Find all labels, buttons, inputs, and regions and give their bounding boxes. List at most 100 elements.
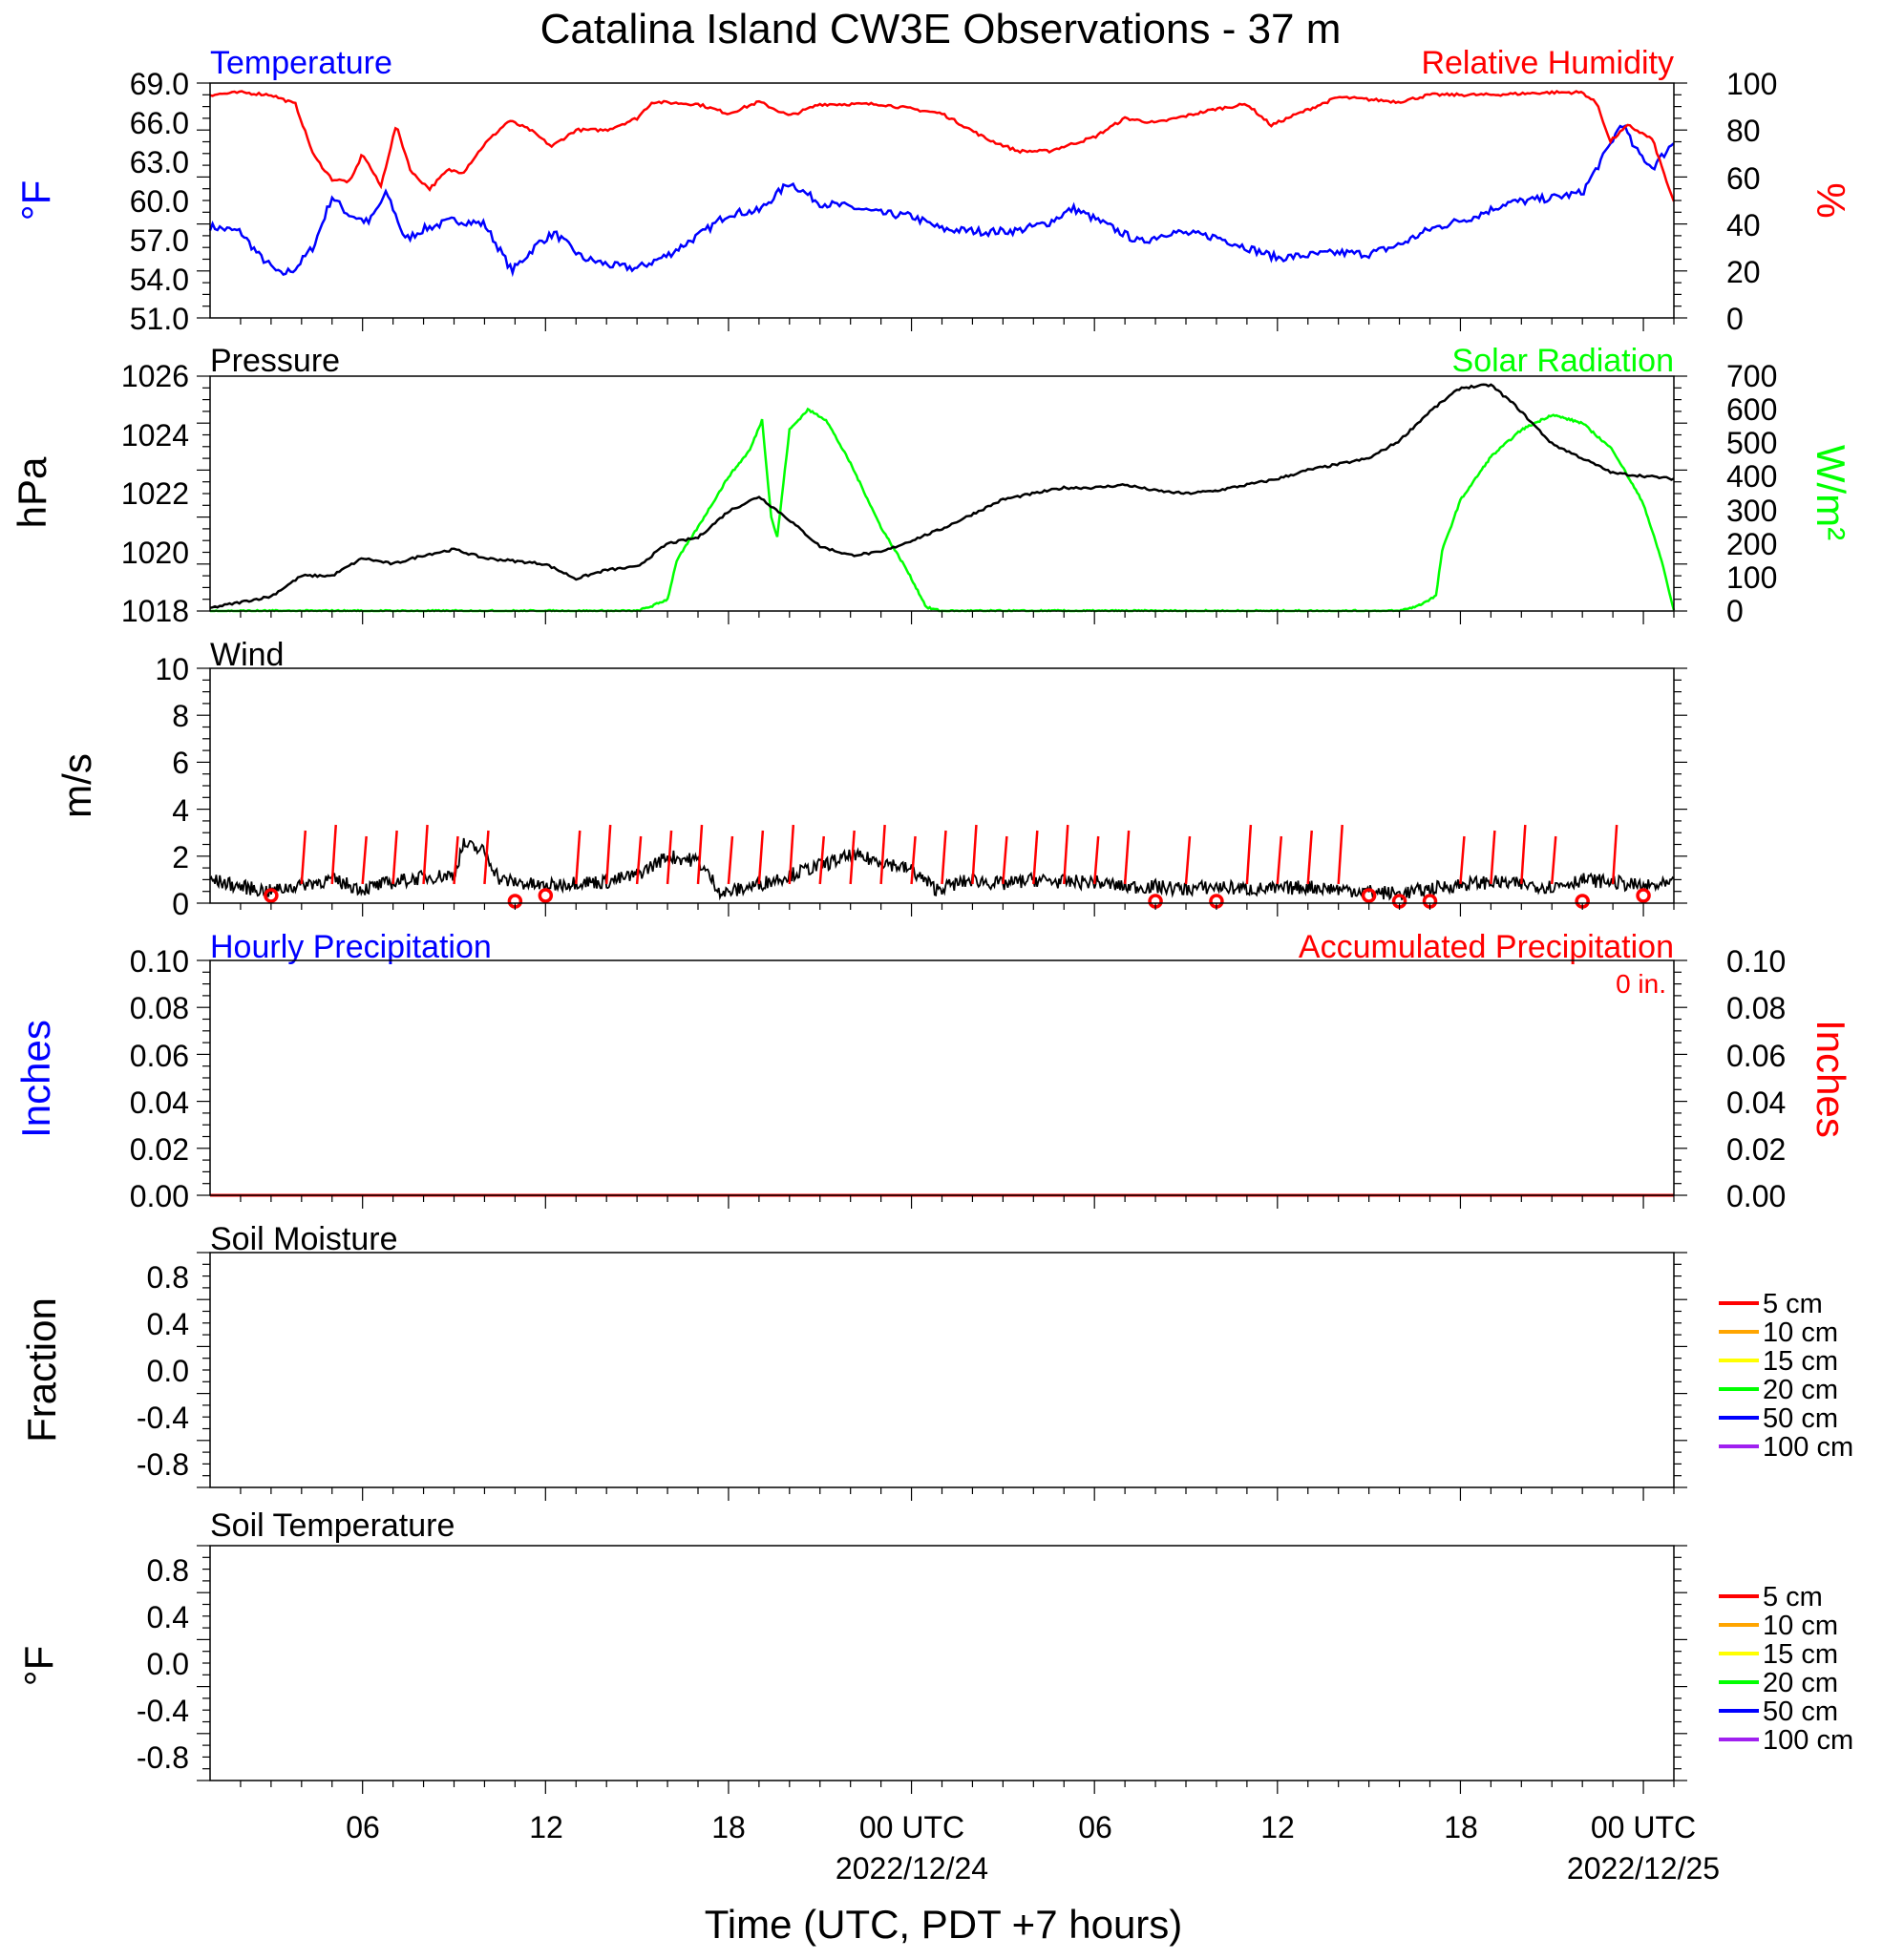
soil-moisture-title: Soil Moisture bbox=[210, 1221, 398, 1257]
ytick-pres-0: 1018 bbox=[121, 594, 189, 628]
ytick-precip-1: 0.02 bbox=[130, 1132, 189, 1167]
ytick-temp-2: 57.0 bbox=[130, 223, 189, 258]
wind-barb bbox=[1337, 824, 1343, 885]
humidity-title: Relative Humidity bbox=[1421, 45, 1674, 81]
ytick-pres-4: 1026 bbox=[121, 359, 189, 393]
solar-unit: W/m² bbox=[1809, 445, 1853, 540]
wind-barb bbox=[818, 835, 825, 885]
legend-label: 5 cm bbox=[1763, 1582, 1823, 1612]
ytick-solar-3: 300 bbox=[1726, 494, 1777, 528]
ytick-accum-3: 0.06 bbox=[1726, 1039, 1786, 1073]
wind-barb bbox=[1002, 835, 1008, 885]
ytick-st-4: 0.8 bbox=[147, 1553, 189, 1588]
legend-label: 50 cm bbox=[1763, 1697, 1838, 1727]
wind-barb bbox=[330, 824, 337, 885]
wind-barb bbox=[1490, 830, 1496, 885]
wind-barbs bbox=[264, 824, 1651, 909]
soil-moisture-legend: 5 cm 10 cm 15 cm 20 cm 50 cm 100 cm bbox=[1719, 1289, 1853, 1463]
temperature-unit: °F bbox=[13, 180, 58, 221]
ytick-solar-7: 700 bbox=[1726, 359, 1777, 393]
ytick-precip-0: 0.00 bbox=[130, 1179, 189, 1213]
wind-barb bbox=[1520, 824, 1527, 885]
pressure-line bbox=[209, 383, 1675, 609]
wind-barb bbox=[1063, 824, 1069, 885]
panel-frame bbox=[209, 1252, 1675, 1488]
ytick-accum-1: 0.02 bbox=[1726, 1132, 1786, 1167]
hourly-precip-title: Hourly Precipitation bbox=[210, 929, 492, 965]
xtick-label: 00 UTC bbox=[859, 1810, 964, 1844]
wind-barb bbox=[849, 830, 856, 885]
ytick-sm-0: -0.8 bbox=[137, 1447, 189, 1482]
wind-barb bbox=[1459, 835, 1466, 885]
ytick-precip-5: 0.10 bbox=[130, 944, 189, 979]
solar-title: Solar Radiation bbox=[1452, 343, 1674, 379]
ytick-temp-1: 54.0 bbox=[130, 263, 189, 297]
wind-barb bbox=[1245, 824, 1253, 885]
soil-moisture-unit: Fraction bbox=[19, 1297, 64, 1443]
temperature-title: Temperature bbox=[210, 45, 392, 81]
ytick-wind-4: 8 bbox=[172, 699, 189, 733]
temperature-line bbox=[208, 124, 1675, 278]
legend-label: 50 cm bbox=[1763, 1403, 1838, 1434]
legend-label: 20 cm bbox=[1763, 1668, 1838, 1698]
ytick-accum-2: 0.04 bbox=[1726, 1085, 1786, 1120]
ytick-rh-4: 80 bbox=[1726, 114, 1761, 148]
wind-barb bbox=[1306, 830, 1313, 885]
panel-soil-temperature: Soil Temperature °F -0.8 -0.4 0.0 0.4 0.… bbox=[16, 1507, 1853, 1781]
ytick-temp-4: 63.0 bbox=[130, 145, 189, 179]
accum-precip-value: 0 in. bbox=[1616, 969, 1666, 999]
ytick-temp-3: 60.0 bbox=[130, 184, 189, 219]
xtick-label: 06 bbox=[346, 1810, 380, 1844]
wind-barb bbox=[727, 835, 734, 885]
wind-barb bbox=[1032, 830, 1039, 885]
ytick-wind-2: 4 bbox=[172, 793, 189, 828]
ytick-solar-0: 0 bbox=[1726, 594, 1744, 628]
wind-barb bbox=[391, 830, 398, 885]
legend-label: 15 cm bbox=[1763, 1346, 1838, 1377]
soil-temp-title: Soil Temperature bbox=[210, 1507, 455, 1544]
ytick-pres-1: 1020 bbox=[121, 536, 189, 570]
wind-barb bbox=[879, 824, 886, 885]
ytick-precip-2: 0.04 bbox=[130, 1085, 189, 1120]
soil-temp-legend: 5 cm 10 cm 15 cm 20 cm 50 cm 100 cm bbox=[1719, 1582, 1853, 1756]
ytick-accum-0: 0.00 bbox=[1726, 1179, 1786, 1213]
legend-label: 100 cm bbox=[1763, 1432, 1853, 1463]
wind-barb bbox=[757, 830, 765, 885]
ytick-pres-3: 1024 bbox=[121, 418, 189, 453]
ytick-rh-2: 40 bbox=[1726, 208, 1761, 242]
ytick-sm-1: -0.4 bbox=[137, 1401, 189, 1435]
ytick-st-2: 0.0 bbox=[147, 1647, 189, 1681]
ytick-precip-3: 0.06 bbox=[130, 1039, 189, 1073]
wind-barb bbox=[788, 824, 795, 885]
panel-precipitation: Hourly Precipitation Accumulated Precipi… bbox=[13, 929, 1853, 1213]
ytick-solar-4: 400 bbox=[1726, 459, 1777, 494]
ytick-wind-1: 2 bbox=[172, 840, 189, 875]
ytick-wind-0: 0 bbox=[172, 887, 189, 921]
legend-label: 100 cm bbox=[1763, 1725, 1853, 1756]
xtick-label: 06 bbox=[1078, 1810, 1112, 1844]
xtick-label: 12 bbox=[1260, 1810, 1295, 1844]
ytick-solar-5: 500 bbox=[1726, 426, 1777, 460]
wind-barb bbox=[696, 824, 704, 885]
ytick-rh-3: 60 bbox=[1726, 161, 1761, 196]
wind-barb bbox=[1551, 835, 1557, 885]
ytick-wind-5: 10 bbox=[155, 652, 189, 686]
xtick-label: 18 bbox=[1444, 1810, 1478, 1844]
ytick-st-1: -0.4 bbox=[137, 1694, 189, 1728]
legend-label: 15 cm bbox=[1763, 1639, 1838, 1670]
ytick-pres-2: 1022 bbox=[121, 476, 189, 511]
legend-label: 20 cm bbox=[1763, 1375, 1838, 1405]
axis-ticks bbox=[197, 82, 1687, 1794]
panel-frame bbox=[209, 82, 1675, 319]
panel-wind: Wind m/s 0 2 4 6 8 10 bbox=[54, 637, 1675, 921]
ytick-sm-3: 0.4 bbox=[147, 1307, 189, 1341]
ytick-solar-2: 200 bbox=[1726, 527, 1777, 561]
xtick-label: 12 bbox=[529, 1810, 563, 1844]
wind-barb bbox=[1092, 835, 1100, 885]
panel-pressure-solar: Pressure Solar Radiation hPa W/m² 1018 1… bbox=[10, 343, 1853, 628]
accum-precip-unit: Inches bbox=[1809, 1020, 1853, 1138]
ytick-solar-6: 600 bbox=[1726, 392, 1777, 427]
wind-barb bbox=[575, 830, 582, 885]
wind-unit: m/s bbox=[54, 753, 99, 818]
